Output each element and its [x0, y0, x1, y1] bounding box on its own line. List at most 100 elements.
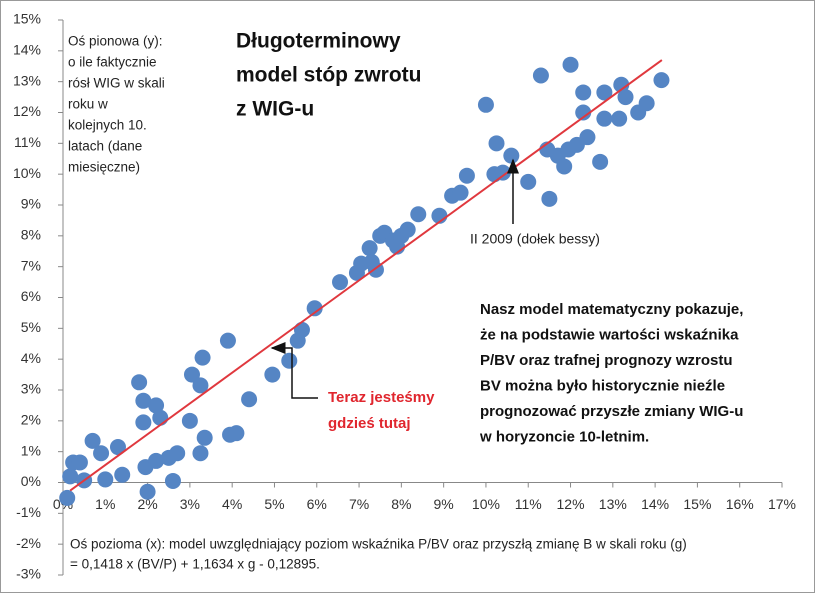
description: w horyzoncie 10-letnim.: [479, 428, 649, 445]
point: [575, 104, 592, 121]
point: [653, 72, 670, 89]
point: [241, 391, 258, 408]
point: [181, 412, 198, 429]
y-tick-label: 10%: [13, 165, 41, 181]
point: [410, 206, 427, 223]
annotation: gdzieś tutaj: [328, 415, 411, 432]
point: [638, 95, 655, 112]
chart-title: Długoterminowy: [236, 30, 401, 53]
y-tick-label: 3%: [21, 381, 41, 397]
y-tick-label: 12%: [13, 103, 41, 119]
description: Nasz model matematyczny pokazuje,: [480, 301, 743, 318]
point: [541, 190, 558, 207]
annotation: II 2009 (dołek bessy): [470, 231, 600, 247]
trend-line: [69, 59, 663, 492]
point: [114, 466, 131, 483]
point: [219, 332, 236, 349]
point: [228, 425, 245, 442]
description: że na podstawie wartości wskaźnika: [480, 326, 739, 343]
point: [477, 96, 494, 113]
point: [488, 135, 505, 152]
x-tick-label: 14%: [641, 496, 669, 512]
y-tick-label: -1%: [16, 504, 41, 520]
x-axis-note: = 0,1418 x (BV/P) + 1,1634 x g - 0,12895…: [70, 557, 320, 572]
point: [148, 397, 165, 414]
y-tick-label: 5%: [21, 319, 41, 335]
point: [520, 173, 537, 190]
arrow: [270, 342, 318, 399]
annotation: Teraz jesteśmy: [328, 389, 435, 406]
x-tick-label: 13%: [599, 496, 627, 512]
point: [306, 300, 323, 317]
point: [192, 377, 209, 394]
x-tick-label: 4%: [222, 496, 242, 512]
x-tick-label: 5%: [264, 496, 284, 512]
y-tick-label: 1%: [21, 442, 41, 458]
point: [596, 84, 613, 101]
y-tick-label: 4%: [21, 350, 41, 366]
point: [71, 454, 88, 471]
point: [556, 158, 573, 175]
point: [361, 240, 378, 257]
point: [281, 352, 298, 369]
y-axis-note: rósł WIG w skali: [68, 76, 165, 91]
y-axis-note: miesięczne): [68, 160, 140, 175]
x-tick-label: 11%: [515, 496, 542, 512]
point: [109, 439, 126, 456]
y-axis-note: kolejnych 10.: [68, 118, 147, 133]
point: [503, 147, 520, 164]
x-tick-label: 3%: [180, 496, 200, 512]
y-tick-label: 15%: [13, 11, 41, 27]
x-tick-label: 9%: [434, 496, 454, 512]
x-tick-label: 7%: [349, 496, 369, 512]
y-tick-label: 0%: [21, 473, 41, 489]
point: [135, 414, 152, 431]
point: [592, 153, 609, 170]
x-tick-label: 15%: [683, 496, 711, 512]
description: P/BV oraz trafnej prognozy wzrostu: [480, 352, 733, 369]
point: [194, 349, 211, 366]
x-tick-label: 16%: [726, 496, 754, 512]
point: [152, 409, 169, 426]
point: [148, 452, 165, 469]
x-tick-label: 2%: [137, 496, 157, 512]
point: [617, 89, 634, 106]
x-tick-label: 1%: [95, 496, 115, 512]
y-tick-label: 2%: [21, 412, 41, 428]
point: [84, 432, 101, 449]
point: [93, 445, 110, 462]
y-tick-label: 13%: [13, 72, 41, 88]
x-tick-label: 6%: [307, 496, 327, 512]
point: [575, 84, 592, 101]
point: [399, 221, 416, 238]
y-axis-note: Oś pionowa (y):: [68, 34, 163, 49]
point: [196, 429, 213, 446]
y-tick-label: -2%: [16, 535, 41, 551]
point: [164, 472, 181, 489]
point: [458, 167, 475, 184]
y-axis-note: roku w: [68, 97, 108, 112]
y-tick-label: -3%: [16, 566, 41, 582]
point: [452, 184, 469, 201]
description: BV można było historycznie nieźle: [480, 377, 725, 394]
point: [494, 164, 511, 181]
point: [613, 76, 630, 93]
point: [264, 366, 281, 383]
description: prognozować przyszłe zmiany WIG-u: [480, 403, 743, 420]
point: [192, 445, 209, 462]
y-tick-label: 7%: [21, 257, 41, 273]
x-tick-label: 17%: [768, 496, 796, 512]
x-axis-note: Oś pozioma (x): model uwzględniający poz…: [70, 537, 687, 552]
y-tick-label: 9%: [21, 196, 41, 212]
point: [169, 445, 186, 462]
point: [131, 374, 148, 391]
chart-title: z WIG-u: [236, 98, 314, 121]
point: [139, 483, 156, 500]
point: [293, 321, 310, 338]
y-axis-note: o ile faktycznie: [68, 55, 157, 70]
x-tick-label: 8%: [391, 496, 411, 512]
point: [135, 392, 152, 409]
y-tick-label: 14%: [13, 42, 41, 58]
point: [611, 110, 628, 127]
point: [332, 274, 349, 291]
